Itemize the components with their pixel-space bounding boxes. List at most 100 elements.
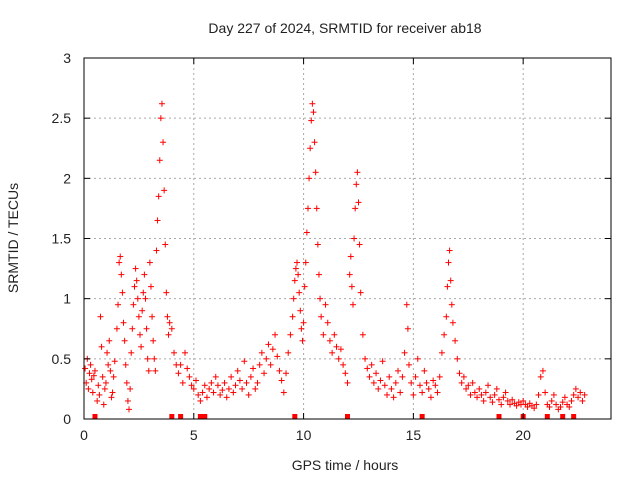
- data-point: [186, 373, 193, 380]
- data-point: [283, 370, 290, 377]
- data-point: [199, 389, 206, 396]
- data-point: [524, 403, 531, 410]
- data-point: [126, 406, 133, 413]
- data-point: [557, 403, 564, 410]
- data-point: [162, 241, 169, 248]
- data-point: [318, 313, 325, 320]
- data-point: [375, 385, 382, 392]
- data-point: [421, 367, 428, 374]
- data-point: [151, 355, 158, 362]
- data-point: [414, 355, 421, 362]
- data-point: [315, 271, 322, 278]
- baseline-marker: [419, 414, 425, 419]
- data-point: [412, 373, 419, 380]
- data-point: [91, 367, 98, 374]
- data-point: [138, 343, 145, 350]
- data-point: [269, 346, 276, 353]
- y-tick-label: 2.5: [52, 110, 72, 126]
- data-point: [139, 307, 146, 314]
- y-tick-label: 0.5: [52, 351, 72, 367]
- data-point: [548, 397, 555, 404]
- data-point: [498, 401, 505, 408]
- data-point: [301, 283, 308, 290]
- data-point: [111, 358, 118, 365]
- data-point: [432, 382, 439, 389]
- data-point: [219, 387, 226, 394]
- data-point: [502, 389, 509, 396]
- data-point: [546, 403, 553, 410]
- data-point: [293, 259, 300, 266]
- data-point: [561, 394, 568, 401]
- data-point: [147, 283, 154, 290]
- data-point: [102, 379, 109, 386]
- data-point: [364, 365, 371, 372]
- y-tick-label: 1.5: [52, 231, 72, 247]
- data-point: [337, 346, 344, 353]
- data-point: [134, 295, 141, 302]
- data-point: [252, 385, 259, 392]
- data-point: [449, 319, 456, 326]
- data-point: [123, 379, 130, 386]
- data-point: [247, 373, 254, 380]
- data-point: [160, 139, 167, 146]
- data-point: [340, 361, 347, 368]
- data-point: [535, 391, 542, 398]
- data-point: [489, 399, 496, 406]
- data-point: [401, 349, 408, 356]
- data-point: [506, 401, 513, 408]
- data-point: [491, 391, 498, 398]
- data-point: [221, 379, 228, 386]
- data-point: [265, 341, 272, 348]
- data-point: [163, 289, 170, 296]
- data-point: [303, 229, 310, 236]
- data-point: [480, 397, 487, 404]
- data-point: [115, 301, 122, 308]
- data-point: [465, 382, 472, 389]
- data-point: [206, 385, 213, 392]
- data-point: [381, 382, 388, 389]
- data-point: [456, 370, 463, 377]
- data-point: [454, 355, 461, 362]
- y-tick-label: 0: [63, 411, 71, 427]
- baseline-marker: [202, 414, 208, 419]
- data-point: [296, 289, 303, 296]
- data-point: [446, 247, 453, 254]
- data-point: [392, 379, 399, 386]
- baseline-marker: [292, 414, 298, 419]
- y-tick-label: 2: [63, 170, 71, 186]
- data-point: [113, 325, 120, 332]
- baseline-marker: [496, 414, 502, 419]
- data-point: [370, 379, 377, 386]
- baseline-markers: [92, 414, 577, 419]
- data-point: [140, 289, 147, 296]
- data-point: [110, 373, 117, 380]
- data-point: [559, 399, 566, 406]
- x-tick-labels: 0 5 10 15 20: [80, 427, 531, 443]
- data-point: [313, 205, 320, 212]
- data-point: [355, 199, 362, 206]
- data-point: [132, 265, 139, 272]
- data-point: [145, 367, 152, 374]
- data-point: [234, 367, 241, 374]
- data-point: [236, 377, 243, 384]
- axis-ticks: [83, 57, 611, 420]
- data-point: [285, 349, 292, 356]
- data-point: [351, 235, 358, 242]
- data-point: [105, 361, 112, 368]
- data-point: [109, 389, 116, 396]
- data-point: [256, 361, 263, 368]
- data-point: [120, 319, 127, 326]
- data-point: [356, 241, 363, 248]
- data-point: [397, 389, 404, 396]
- data-point: [469, 379, 476, 386]
- data-point: [487, 394, 494, 401]
- data-point: [197, 397, 204, 404]
- data-point: [347, 253, 354, 260]
- data-point: [87, 361, 94, 368]
- data-point: [438, 349, 445, 356]
- data-point: [379, 358, 386, 365]
- data-point: [121, 337, 128, 344]
- data-point: [122, 361, 129, 368]
- data-point: [427, 394, 434, 401]
- data-point: [90, 372, 97, 379]
